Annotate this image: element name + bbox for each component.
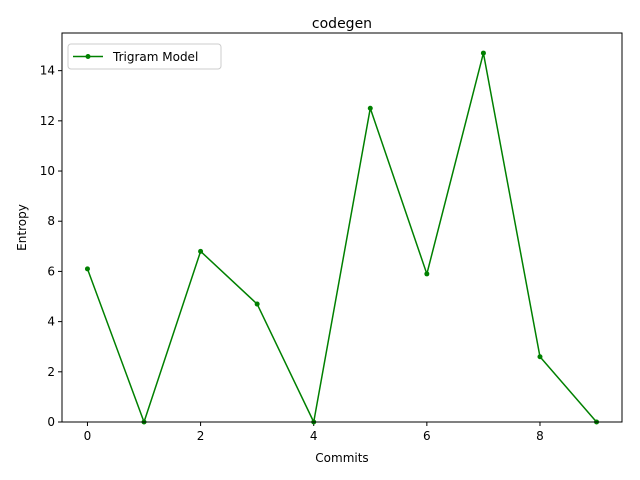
data-point (537, 354, 543, 360)
y-axis-ticks: 0 2 4 6 8 10 12 14 (40, 64, 62, 429)
x-tick-label: 0 (84, 429, 92, 443)
legend-marker-swatch (85, 54, 91, 59)
y-tick-label: 6 (47, 264, 55, 278)
y-tick-label: 8 (47, 214, 55, 228)
chart-title: codegen (312, 16, 372, 32)
data-point (367, 105, 373, 111)
legend-label: Trigram Model (112, 50, 198, 64)
x-tick-label: 8 (536, 429, 544, 443)
series-layer (84, 50, 600, 425)
x-tick-label: 6 (423, 429, 431, 443)
data-point (198, 248, 204, 254)
x-tick-label: 4 (310, 429, 318, 443)
y-tick-label: 4 (47, 315, 55, 329)
series-line (86, 52, 598, 423)
y-axis-label: Entropy (15, 204, 29, 251)
plot-area (62, 33, 622, 422)
y-tick-label: 10 (40, 164, 55, 178)
legend-box (67, 43, 222, 70)
x-axis-label: Commits (315, 451, 368, 465)
data-point (84, 266, 90, 272)
y-tick-label: 0 (47, 415, 55, 429)
y-tick-label: 2 (47, 365, 55, 379)
plot-frame (61, 32, 623, 423)
y-tick-label: 12 (40, 114, 55, 128)
legend: Trigram Model (67, 43, 222, 70)
data-point (480, 50, 486, 56)
x-tick-label: 2 (197, 429, 205, 443)
y-tick-label: 14 (40, 64, 55, 78)
data-point (424, 271, 430, 277)
data-point (254, 301, 260, 307)
